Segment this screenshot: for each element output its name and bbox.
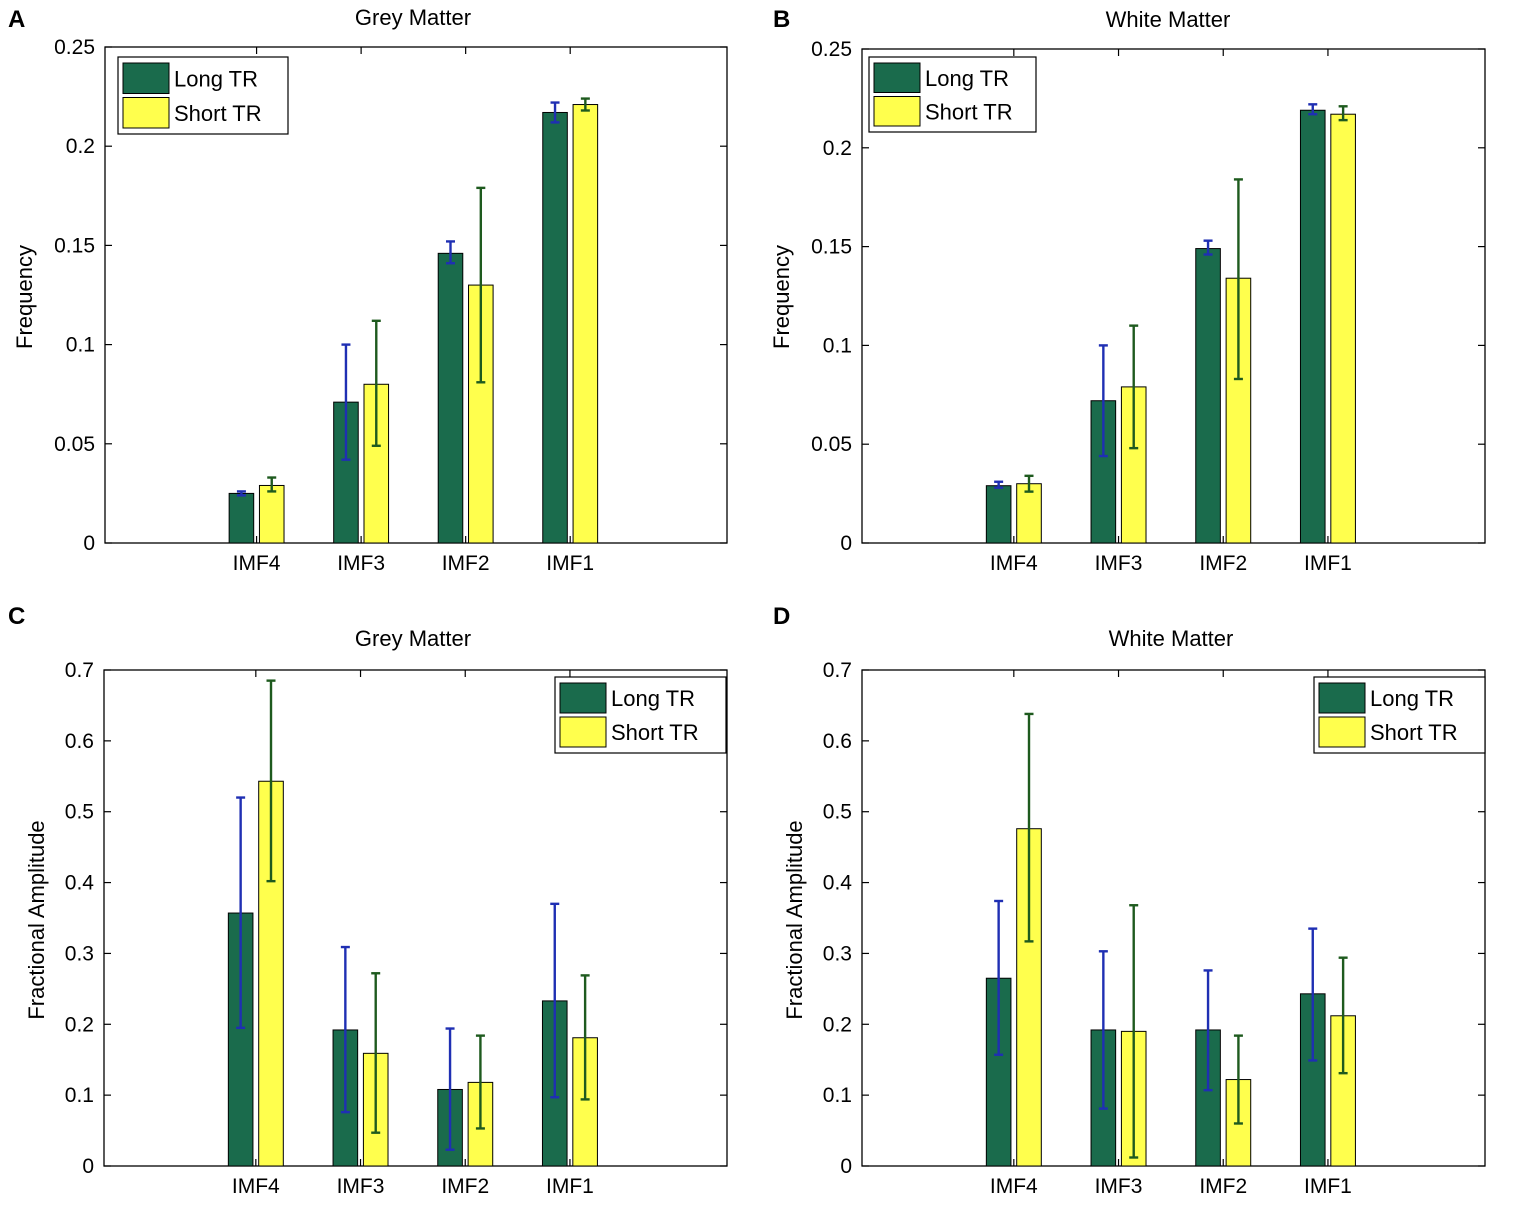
panel-b-ytick-label: 0 xyxy=(840,532,852,555)
panel-a-ytick-label: 0.15 xyxy=(54,234,95,257)
panel-a-axes-box xyxy=(104,46,728,544)
panel-b-ytick-label: 0.25 xyxy=(811,38,852,61)
panel-a-bar-short-tr xyxy=(572,104,599,544)
panel-a-ytick-label: 0.2 xyxy=(66,135,95,158)
panel-b: B White Matter Frequency 0 0.05 0.1 0.15 0.2… xyxy=(769,6,1486,575)
panel-c-plot: 0 0.1 0.2 0.3 0.4 0.5 0.6 0.7 IMF4 IMF3 IMF2 IMF1 Lo… xyxy=(65,659,728,1198)
panel-b-ytick-label: 0.1 xyxy=(823,334,852,357)
panel-c-xtick-label: IMF4 xyxy=(232,1175,280,1198)
panel-b-bar-short-tr xyxy=(1330,113,1356,544)
panel-b-legend-label: Long TR xyxy=(925,66,1009,91)
panel-d-xtick-label: IMF3 xyxy=(1095,1175,1143,1198)
panel-d-ytick-label: 0.5 xyxy=(823,801,852,824)
panel-c-ytick-label: 0.5 xyxy=(65,801,94,824)
panel-b-ytick-label: 0.2 xyxy=(823,137,852,160)
panel-d-ytick-label: 0.3 xyxy=(823,942,852,965)
panel-a-ytick-label: 0.05 xyxy=(54,433,95,456)
panel-b-bar-long-tr xyxy=(985,485,1012,544)
panel-d-ylabel: Fractional Amplitude xyxy=(782,820,807,1019)
panel-a-legend-label: Short TR xyxy=(174,101,262,126)
panel-a-ytick-label: 0 xyxy=(83,532,95,555)
panel-b-legend-label: Short TR xyxy=(925,99,1013,124)
panel-d-ytick-label: 0.4 xyxy=(823,872,853,895)
panel-a-legend-swatch-long-tr xyxy=(122,62,170,94)
panel-b-xtick-label: IMF3 xyxy=(1095,552,1143,575)
panel-a-bar-short-tr xyxy=(258,484,285,544)
panel-a-ylabel: Frequency xyxy=(12,245,37,349)
panel-a-plot: 0 0.05 0.1 0.15 0.2 0.25 IMF4 IMF3 IMF2 IMF1 Long … xyxy=(54,36,728,575)
panel-letter-c: C xyxy=(8,603,25,630)
panel-d-title: White Matter xyxy=(1109,626,1234,651)
panel-d-legend-swatch-short-tr xyxy=(1318,716,1366,748)
panel-letter-b: B xyxy=(773,6,790,33)
panel-a-xtick-label: IMF4 xyxy=(233,552,281,575)
panel-c-ytick-label: 0.4 xyxy=(65,872,95,895)
panel-letter-a: A xyxy=(8,6,25,33)
panel-a-xtick-label: IMF1 xyxy=(546,552,594,575)
panel-d-legend-label: Short TR xyxy=(1370,720,1458,745)
panel-a-legend-label: Long TR xyxy=(174,66,258,91)
panel-c-ytick-label: 0.3 xyxy=(65,942,94,965)
panel-c-legend-label: Long TR xyxy=(611,686,695,711)
panel-c-ylabel: Fractional Amplitude xyxy=(24,820,49,1019)
panel-c-ytick-label: 0.7 xyxy=(65,659,94,682)
panel-b-title: White Matter xyxy=(1106,7,1231,32)
panel-b-bar-long-tr xyxy=(1195,248,1221,544)
panel-c: C Grey Matter Fractional Amplitude 00.10… xyxy=(8,603,728,1198)
panel-d-xtick-label: IMF1 xyxy=(1304,1175,1352,1198)
panel-b-xtick-label: IMF1 xyxy=(1304,552,1352,575)
panel-c-ytick-label: 0.2 xyxy=(65,1013,94,1036)
panel-a-bar-long-tr xyxy=(228,492,255,544)
panel-c-title: Grey Matter xyxy=(355,626,471,651)
panel-d: D White Matter Fractional Amplitude 0 0.1… xyxy=(773,603,1486,1198)
panel-d-plot: 0 0.1 0.2 0.3 0.4 0.5 0.6 0.7 IMF4 IMF3 IMF2 IMF1 Lo… xyxy=(823,659,1486,1198)
panel-a-ytick-label: 0.1 xyxy=(66,334,95,357)
panel-c-xtick-label: IMF2 xyxy=(441,1175,489,1198)
panel-c-legend-label: Short TR xyxy=(611,720,699,745)
panel-a-xtick-label: IMF3 xyxy=(337,552,385,575)
panel-b-legend-swatch-long-tr xyxy=(873,62,921,93)
panel-d-ytick-label: 0.6 xyxy=(823,730,852,753)
panel-c-legend-swatch-long-tr xyxy=(559,682,607,714)
panel-a-ytick-label: 0.25 xyxy=(54,36,95,59)
panel-c-xtick-label: IMF1 xyxy=(546,1175,594,1198)
panel-c-axes-box xyxy=(103,669,728,1167)
panel-b-legend-swatch-short-tr xyxy=(873,96,921,127)
panel-a-title: Grey Matter xyxy=(355,5,471,30)
panel-a-bar-long-tr xyxy=(542,111,568,544)
panel-c-ytick-label: 0.6 xyxy=(65,730,94,753)
panel-b-bar-long-tr xyxy=(1299,109,1326,544)
panel-d-legend-swatch-long-tr xyxy=(1318,682,1366,714)
panel-letter-d: D xyxy=(773,603,790,630)
panel-b-xtick-label: IMF2 xyxy=(1199,552,1247,575)
panel-c-ytick-label: 0 xyxy=(82,1155,94,1178)
panel-b-ytick-label: 0.15 xyxy=(811,236,852,259)
panel-d-ytick-label: 0.7 xyxy=(823,659,852,682)
panel-b-axes-box xyxy=(861,48,1486,544)
panel-d-legend-label: Long TR xyxy=(1370,686,1454,711)
panel-d-ytick-label: 0.2 xyxy=(823,1013,852,1036)
panel-a-bar-long-tr xyxy=(437,252,464,544)
panel-b-ytick-label: 0.05 xyxy=(811,433,852,456)
panel-d-xtick-label: IMF2 xyxy=(1199,1175,1247,1198)
panel-a-xtick-label: IMF2 xyxy=(442,552,490,575)
panel-b-xtick-label: IMF4 xyxy=(990,552,1038,575)
panel-d-ytick-label: 0.1 xyxy=(823,1084,852,1107)
panel-b-bar-short-tr xyxy=(1016,483,1042,544)
panel-a: A Grey Matter Frequency 00.050.10.150.20… xyxy=(8,5,728,575)
panel-d-xtick-label: IMF4 xyxy=(990,1175,1038,1198)
panel-a-legend-swatch-short-tr xyxy=(122,97,170,129)
panel-d-axes-box xyxy=(861,669,1486,1167)
panel-d-ytick-label: 0 xyxy=(840,1155,852,1178)
panel-b-plot: 0 0.05 0.1 0.15 0.2 0.25 IMF4 IMF3 IMF2 IMF1 Long … xyxy=(811,38,1486,575)
panel-c-legend-swatch-short-tr xyxy=(559,716,607,748)
panel-c-ytick-label: 0.1 xyxy=(65,1084,94,1107)
panel-b-ylabel: Frequency xyxy=(769,245,794,349)
panel-c-xtick-label: IMF3 xyxy=(337,1175,385,1198)
